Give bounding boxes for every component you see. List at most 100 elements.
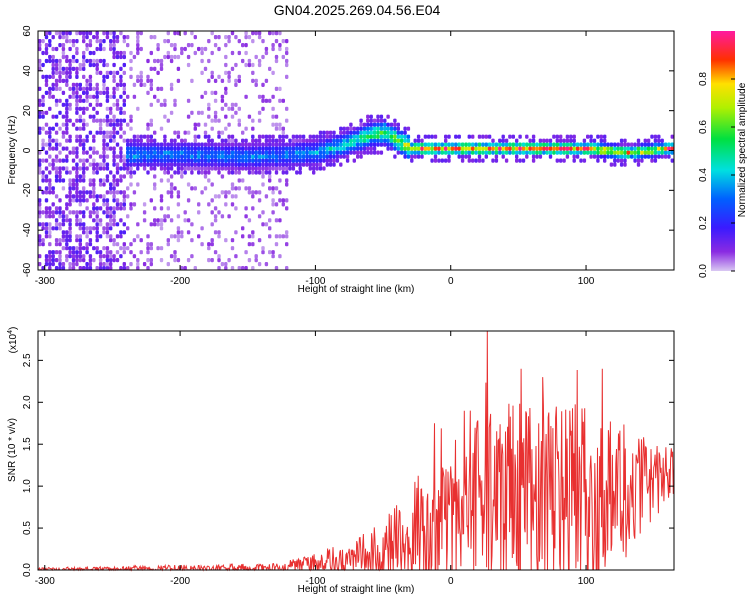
spectrogram-cell (342, 134, 346, 139)
spectrogram-cell (146, 126, 150, 131)
spectrogram-cell (220, 78, 225, 83)
spectrogram-cell (102, 246, 106, 251)
spectrogram-cell (508, 150, 512, 155)
spectrogram-cell (230, 182, 235, 187)
spectrogram-cell (75, 162, 79, 167)
spectrogram-cell (176, 166, 181, 171)
spectrogram-cell (491, 158, 495, 163)
spectrogram-cell (173, 146, 177, 151)
spectrogram-cell (95, 86, 99, 91)
spectrogram-cell (268, 170, 272, 175)
spectrogram-cell (582, 146, 587, 151)
spectrogram-cell (609, 142, 614, 147)
spectrogram-cell (345, 138, 350, 143)
spectrogram-cell (173, 258, 177, 263)
spectrogram-cell (213, 194, 218, 199)
spectrogram-cell (173, 158, 177, 163)
colorbar-tick-label: 0.8 (698, 72, 709, 86)
spectrogram-cell (376, 142, 380, 147)
spectrogram-cell (78, 246, 82, 251)
spectrogram-cell (657, 134, 661, 139)
spectrogram-cell (41, 226, 45, 231)
spectrogram-cell (61, 214, 66, 219)
spectrogram-cell (325, 130, 329, 135)
spectrogram-cell (295, 150, 299, 155)
spectrogram-cell (596, 158, 600, 163)
spectrogram-cell (298, 154, 302, 159)
spectrogram-cell (153, 182, 157, 187)
spectrogram-cell (542, 150, 546, 155)
spectrogram-cell (38, 214, 42, 219)
spectrogram-cell (38, 102, 42, 107)
spectrogram-cell (257, 158, 262, 163)
spectrogram-cell (44, 142, 49, 147)
spectrogram-cell (109, 110, 113, 115)
spectrogram-cell (224, 86, 228, 91)
spectrogram-cell (565, 150, 570, 155)
spectrogram-cell (274, 242, 279, 247)
spectrogram-cell (75, 90, 79, 95)
spectrogram-cell (183, 166, 187, 171)
spectrogram-cell (410, 158, 414, 163)
spectrogram-cell (572, 158, 576, 163)
spectrogram-cell (92, 62, 96, 68)
spectrogram-cell (58, 242, 62, 247)
spectrogram-cell (88, 62, 93, 68)
spectrogram-cell (244, 43, 248, 48)
spectrogram-cell (95, 130, 99, 135)
spectrogram-cell (636, 146, 641, 151)
spectrogram-cell (200, 162, 204, 167)
spectrogram-cell (98, 258, 103, 263)
spectrogram-cell (613, 154, 617, 159)
spectrogram-cell (75, 186, 79, 191)
spectrogram-cell (44, 130, 49, 135)
spectrogram-cell (149, 122, 153, 127)
spectrogram-cell (122, 266, 126, 271)
spectrogram-cell (383, 126, 387, 131)
spectrogram-cell (48, 266, 52, 271)
spectrogram-cell (136, 142, 140, 147)
spectrogram-cell (254, 154, 258, 159)
spectrogram-cell (525, 150, 529, 155)
spectrogram-cell (102, 78, 106, 83)
spectrogram-cell (122, 130, 126, 135)
colorbar-tick-label: 0.6 (698, 120, 709, 134)
spectrogram-cell (660, 138, 664, 143)
spectrogram-cell (244, 150, 248, 155)
spectrogram-cell (254, 138, 258, 143)
spectrogram-cell (109, 190, 113, 195)
spectrogram-cell (98, 218, 103, 223)
spectrogram-cell (274, 158, 279, 163)
spectrogram-cell (264, 170, 269, 175)
spectrogram-cell (115, 198, 120, 203)
spectrogram-cell (325, 146, 329, 151)
spectrogram-cell (173, 186, 177, 191)
spectrogram-cell (274, 170, 279, 175)
spectrogram-cell (183, 31, 187, 36)
spectrogram-cell (660, 146, 664, 151)
spectrogram-cell (548, 138, 553, 143)
spectrogram-cell (555, 134, 559, 139)
spectrogram-cell (88, 214, 93, 219)
spectrogram-cell (88, 238, 93, 243)
spectrogram-cell (193, 126, 197, 131)
spectrogram-cell (88, 242, 93, 247)
spectrogram-cell (132, 202, 137, 207)
spectrogram-cell (616, 158, 620, 163)
spectrogram-cell (82, 86, 86, 91)
spectrogram-cell (136, 162, 140, 167)
spectrogram-cell (301, 138, 306, 143)
spectrogram-cell (217, 35, 221, 40)
spectrogram-cell (109, 182, 113, 187)
spectrogram-cell (210, 138, 214, 143)
spectrogram-cell (102, 154, 106, 159)
spectrogram-cell (82, 39, 86, 44)
spectrogram-cell (650, 158, 654, 163)
spectrogram-cell (38, 198, 42, 203)
spectrogram-cell (92, 138, 96, 143)
spectrogram-cell (366, 142, 370, 147)
spectrogram-cell (285, 58, 289, 64)
spectrogram-cell (173, 150, 177, 155)
spectrogram-cell (650, 154, 654, 159)
spectrogram-cell (623, 158, 627, 163)
